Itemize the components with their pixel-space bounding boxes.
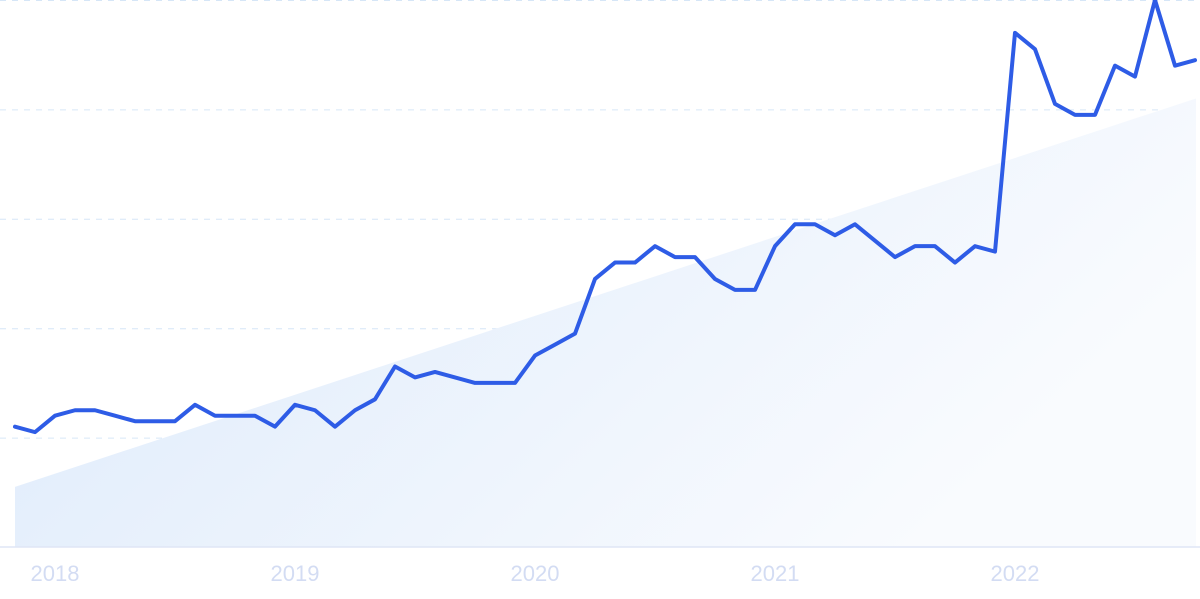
x-tick-label: 2022	[991, 561, 1040, 586]
x-tick-label: 2021	[751, 561, 800, 586]
trend-area	[15, 98, 1196, 548]
x-tick-label: 2018	[31, 561, 80, 586]
series-line	[13, 0, 1197, 435]
x-tick-label: 2020	[511, 561, 560, 586]
x-tick-label: 2019	[271, 561, 320, 586]
